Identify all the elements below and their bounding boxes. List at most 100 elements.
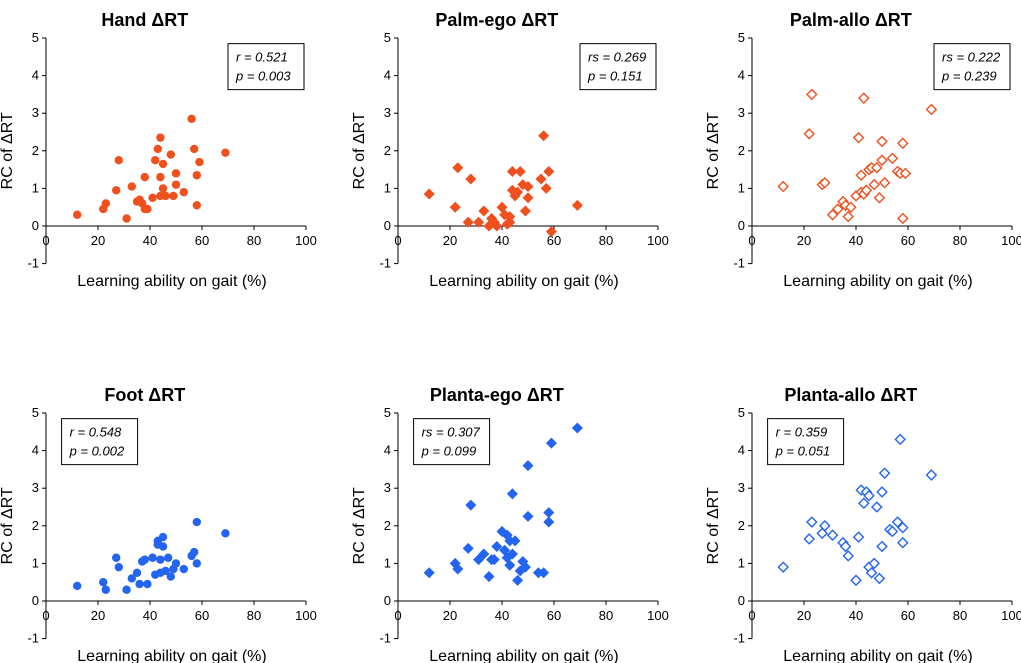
y-tick-label: 2 bbox=[738, 143, 745, 158]
data-point bbox=[891, 516, 904, 528]
data-point bbox=[512, 574, 524, 586]
data-point bbox=[132, 568, 142, 577]
y-axis-label: RC of ΔRT bbox=[351, 112, 368, 189]
data-point bbox=[878, 467, 891, 479]
data-point bbox=[845, 201, 857, 213]
x-tick-label: 60 bbox=[547, 233, 561, 248]
data-point bbox=[158, 542, 168, 551]
y-tick-label: 2 bbox=[32, 518, 39, 533]
data-point bbox=[860, 184, 873, 197]
data-point bbox=[161, 191, 170, 201]
panel-title: Planta-allo ΔRT bbox=[784, 385, 917, 405]
data-point bbox=[873, 572, 886, 585]
data-point bbox=[925, 469, 938, 481]
data-point bbox=[858, 92, 870, 104]
data-point bbox=[504, 559, 516, 571]
x-tick-label: 100 bbox=[295, 608, 317, 623]
data-point bbox=[897, 521, 909, 534]
x-tick-label: 80 bbox=[247, 233, 261, 248]
data-point bbox=[179, 564, 188, 574]
data-point bbox=[140, 555, 149, 564]
stat-box: r = 0.521 p = 0.003 bbox=[227, 43, 305, 91]
x-tick-label: 100 bbox=[647, 608, 669, 623]
x-tick-label: 0 bbox=[42, 233, 49, 248]
y-tick-label: 0 bbox=[738, 218, 745, 233]
data-point bbox=[449, 201, 461, 213]
panel-title: Palm-allo ΔRT bbox=[790, 10, 912, 30]
x-axis-label: Learning ability on gait (%) bbox=[783, 648, 972, 663]
data-point bbox=[423, 188, 435, 200]
data-point bbox=[538, 130, 550, 142]
stat-box-frame bbox=[767, 418, 845, 466]
y-axis-label: RC of ΔRT bbox=[705, 112, 722, 189]
y-tick-label: 2 bbox=[32, 143, 39, 158]
data-point bbox=[114, 562, 124, 572]
y-tick-label: 0 bbox=[32, 593, 39, 608]
data-point bbox=[491, 220, 503, 232]
data-point bbox=[858, 497, 870, 510]
y-tick-label: -1 bbox=[733, 631, 745, 646]
stat-p: p = 0.099 bbox=[421, 444, 477, 459]
data-point bbox=[478, 548, 490, 560]
y-tick-label: -1 bbox=[27, 631, 39, 646]
data-point bbox=[195, 157, 204, 167]
data-point bbox=[156, 555, 165, 564]
data-point bbox=[491, 540, 503, 552]
data-point bbox=[158, 159, 168, 169]
data-point bbox=[543, 516, 555, 528]
data-point bbox=[876, 135, 888, 148]
data-point bbox=[873, 192, 886, 204]
data-point bbox=[473, 216, 485, 228]
x-tick-label: 40 bbox=[143, 233, 157, 248]
data-point bbox=[522, 510, 534, 522]
y-tick-label: 5 bbox=[32, 30, 39, 45]
data-point bbox=[868, 178, 880, 191]
y-tick-label: 5 bbox=[384, 30, 391, 45]
x-tick-label: 100 bbox=[295, 233, 317, 248]
data-point bbox=[166, 150, 175, 159]
x-tick-label: 60 bbox=[195, 233, 209, 248]
data-point bbox=[535, 173, 547, 185]
data-point bbox=[452, 162, 464, 174]
y-tick-label: 3 bbox=[384, 105, 391, 120]
x-tick-label: 100 bbox=[647, 233, 669, 248]
x-tick-label: 40 bbox=[495, 233, 509, 248]
data-point bbox=[894, 433, 906, 446]
data-point bbox=[538, 567, 550, 579]
x-tick-label: 20 bbox=[797, 233, 811, 248]
y-tick-label: 4 bbox=[384, 443, 391, 458]
data-point bbox=[850, 574, 862, 587]
data-point bbox=[161, 566, 170, 576]
stat-p: p = 0.239 bbox=[941, 69, 997, 84]
x-tick-label: 40 bbox=[849, 233, 863, 248]
x-axis-label: Learning ability on gait (%) bbox=[429, 273, 618, 290]
data-point bbox=[886, 525, 899, 538]
y-tick-label: 1 bbox=[738, 180, 745, 195]
data-point bbox=[171, 180, 181, 189]
y-tick-label: 2 bbox=[738, 518, 745, 533]
data-point bbox=[855, 169, 867, 182]
x-tick-label: 80 bbox=[953, 608, 967, 623]
x-tick-label: 100 bbox=[1001, 233, 1021, 248]
data-point bbox=[871, 161, 883, 174]
data-point bbox=[140, 172, 149, 182]
data-point bbox=[192, 171, 201, 180]
stat-box: r = 0.548 p = 0.002 bbox=[61, 418, 139, 466]
data-point bbox=[868, 557, 880, 570]
x-tick-label: 100 bbox=[1001, 608, 1021, 623]
data-point bbox=[192, 517, 201, 527]
data-point bbox=[871, 501, 883, 513]
data-point bbox=[169, 191, 178, 201]
panel-title: Palm-ego ΔRT bbox=[435, 10, 558, 30]
data-point bbox=[504, 211, 516, 223]
data-point bbox=[897, 137, 909, 150]
data-point bbox=[101, 585, 111, 594]
x-tick-label: 0 bbox=[748, 608, 755, 623]
data-point bbox=[509, 535, 521, 547]
y-tick-label: 1 bbox=[32, 555, 39, 570]
y-tick-label: 5 bbox=[738, 405, 745, 420]
data-point bbox=[506, 548, 518, 560]
x-tick-label: 60 bbox=[901, 233, 915, 248]
data-point bbox=[465, 173, 477, 185]
